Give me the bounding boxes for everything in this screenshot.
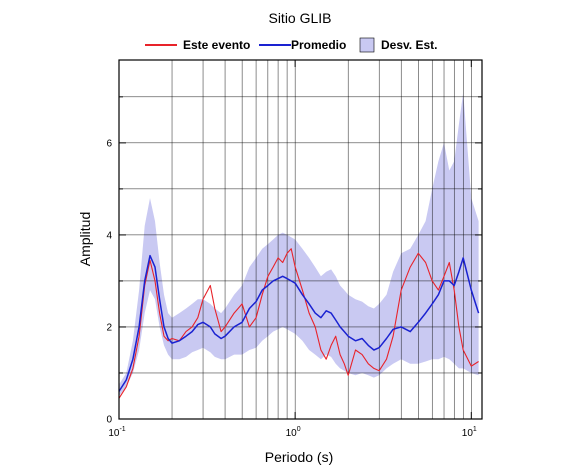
series-line-este-evento xyxy=(118,248,479,399)
series-line-promedio xyxy=(118,254,480,392)
x-tick-label: 101 xyxy=(462,426,477,439)
y-tick-label: 0 xyxy=(106,415,112,426)
series-layer xyxy=(118,248,480,399)
y-tick-label: 4 xyxy=(106,230,112,241)
y-axis-label: Amplitud xyxy=(77,212,93,266)
legend-label-desv-est: Desv. Est. xyxy=(381,38,437,52)
legend-swatch-desv-est xyxy=(359,37,375,53)
chart-title: Sitio GLIB xyxy=(268,10,331,26)
std-dev-band xyxy=(119,92,479,396)
x-axis-label: Periodo (s) xyxy=(265,449,333,465)
grid-lines xyxy=(118,60,482,419)
x-tick-label: 100 xyxy=(286,426,301,439)
legend-label-este-evento: Este evento xyxy=(183,38,250,52)
legend-label-promedio: Promedio xyxy=(291,38,346,52)
y-tick-label: 6 xyxy=(106,138,112,149)
plot-area: 0 2 4 6 10-1 100 101 xyxy=(106,59,483,439)
std-dev-band-layer xyxy=(119,92,479,396)
axis-ticks: 0 2 4 6 10-1 100 101 xyxy=(106,60,482,439)
y-tick-label: 2 xyxy=(106,322,112,333)
x-tick-label: 10-1 xyxy=(108,426,125,439)
plot-frame xyxy=(118,59,483,420)
legend: Este evento Promedio Desv. Est. xyxy=(145,37,437,53)
